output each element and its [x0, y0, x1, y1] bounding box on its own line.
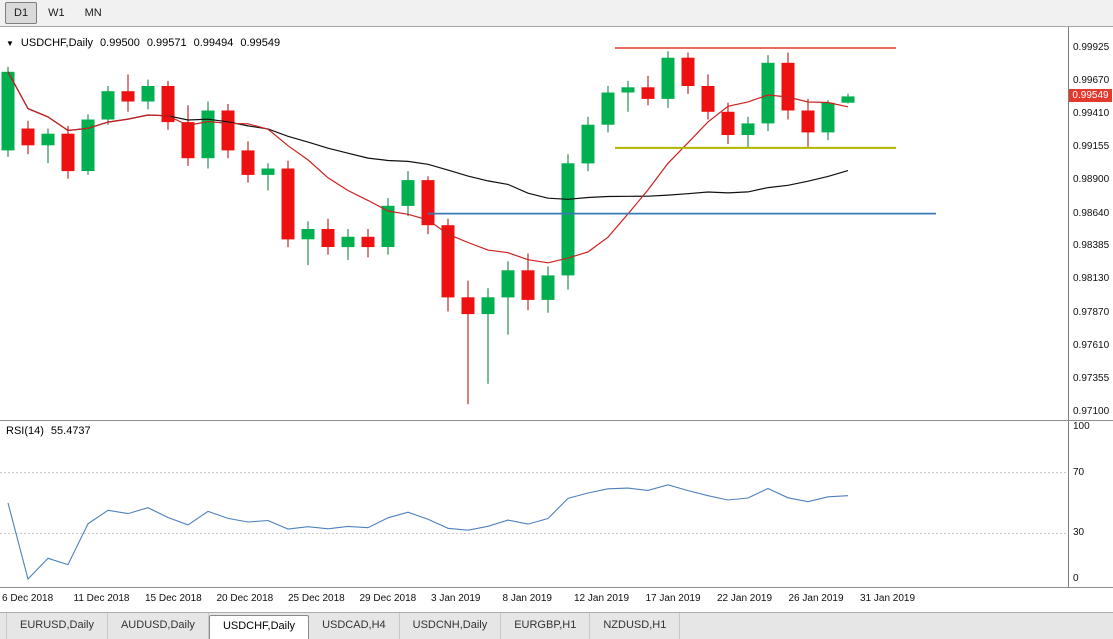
candle-body	[342, 237, 355, 247]
date-axis-label: 20 Dec 2018	[217, 593, 274, 604]
candle-body	[62, 134, 75, 171]
date-axis-label: 26 Jan 2019	[789, 593, 844, 604]
timeframe-button-d1[interactable]: D1	[5, 2, 37, 24]
date-axis-label: 22 Jan 2019	[717, 593, 772, 604]
price-axis-label: 0.97355	[1073, 373, 1109, 384]
date-axis-label: 8 Jan 2019	[503, 593, 553, 604]
rsi-axis-label: 70	[1073, 467, 1084, 478]
date-axis-label: 17 Jan 2019	[646, 593, 701, 604]
candle-body	[2, 72, 15, 151]
candle-body	[642, 87, 655, 99]
chart-symbol-label: USDCHF,Daily	[21, 37, 93, 49]
candle-body	[282, 169, 295, 240]
candle-body	[582, 125, 595, 164]
candle-body	[202, 111, 215, 159]
date-axis-label: 29 Dec 2018	[360, 593, 417, 604]
candle-body	[42, 134, 55, 146]
date-axis[interactable]: 6 Dec 2018 11 Dec 2018 15 Dec 2018 20 Dec 2…	[0, 587, 1113, 612]
chart-tab-eurgbp-h1[interactable]: EURGBP,H1	[501, 613, 590, 639]
candle-body	[682, 58, 695, 86]
candle-body	[782, 63, 795, 111]
candle-body	[822, 103, 835, 133]
rsi-axis[interactable]: 100 70 30 0	[1068, 421, 1113, 587]
rsi-indicator-label: RSI(14)	[6, 425, 44, 437]
price-axis-label: 0.99670	[1073, 75, 1109, 86]
candle-body	[362, 237, 375, 247]
candle-body	[602, 93, 615, 125]
price-axis-label: 0.99410	[1073, 108, 1109, 119]
rsi-line	[8, 485, 848, 579]
current-price-badge: 0.99549	[1069, 89, 1112, 102]
candle-body	[242, 150, 255, 175]
price-axis-label: 0.99925	[1073, 42, 1109, 53]
price-axis-label: 0.98385	[1073, 240, 1109, 251]
rsi-indicator-value: 55.4737	[51, 425, 91, 437]
candle-body	[22, 129, 35, 146]
date-axis-label: 15 Dec 2018	[145, 593, 202, 604]
chart-tab-usdcnh-daily[interactable]: USDCNH,Daily	[400, 613, 502, 639]
price-chart-canvas[interactable]	[0, 27, 1069, 420]
candle-body	[182, 122, 195, 158]
rsi-axis-label: 0	[1073, 573, 1079, 584]
price-axis-label: 0.99155	[1073, 141, 1109, 152]
ohlc-low: 0.99494	[194, 37, 234, 49]
candle-body	[702, 86, 715, 112]
ohlc-close: 0.99549	[240, 37, 280, 49]
main-chart-pane: ▼ USDCHF,Daily 0.99500 0.99571 0.99494 0…	[0, 27, 1113, 420]
date-axis-label: 6 Dec 2018	[2, 593, 53, 604]
date-axis-label: 12 Jan 2019	[574, 593, 629, 604]
rsi-axis-label: 100	[1073, 421, 1090, 432]
candle-body	[102, 91, 115, 119]
timeframe-button-mn[interactable]: MN	[76, 2, 111, 24]
symbol-marker-icon: ▼	[6, 38, 14, 49]
candle-body	[502, 270, 515, 297]
chart-tab-audusd-daily[interactable]: AUDUSD,Daily	[108, 613, 209, 639]
price-axis-label: 0.98130	[1073, 273, 1109, 284]
price-axis-label: 0.97610	[1073, 340, 1109, 351]
date-axis-label: 31 Jan 2019	[860, 593, 915, 604]
rsi-indicator-pane: RSI(14) 55.4737 100 70 30 0	[0, 420, 1113, 587]
candle-body	[542, 275, 555, 300]
chart-title: ▼ USDCHF,Daily 0.99500 0.99571 0.99494 0…	[6, 37, 280, 49]
candle-body	[622, 87, 635, 92]
price-axis-label: 0.98640	[1073, 208, 1109, 219]
price-axis[interactable]: 0.99549 0.99925 0.99670 0.99410 0.99155 0.98…	[1068, 27, 1113, 420]
price-axis-label: 0.98900	[1073, 174, 1109, 185]
rsi-axis-label: 30	[1073, 527, 1084, 538]
rsi-header: RSI(14) 55.4737	[6, 425, 91, 437]
timeframe-button-w1[interactable]: W1	[39, 2, 74, 24]
candle-body	[802, 111, 815, 133]
candle-body	[742, 123, 755, 135]
candle-body	[842, 96, 855, 102]
candle-body	[142, 86, 155, 102]
candle-body	[482, 297, 495, 314]
candle-body	[402, 180, 415, 206]
price-axis-label: 0.97870	[1073, 307, 1109, 318]
chart-tab-usdchf-daily[interactable]: USDCHF,Daily	[209, 615, 309, 639]
candle-body	[322, 229, 335, 247]
date-axis-label: 25 Dec 2018	[288, 593, 345, 604]
chart-tab-nzdusd-h1[interactable]: NZDUSD,H1	[590, 613, 680, 639]
chart-tab-eurusd-daily[interactable]: EURUSD,Daily	[6, 613, 108, 639]
date-axis-label: 3 Jan 2019	[431, 593, 481, 604]
candle-body	[302, 229, 315, 239]
candle-body	[262, 169, 275, 175]
candle-body	[762, 63, 775, 124]
candle-body	[522, 270, 535, 300]
candle-body	[122, 91, 135, 101]
price-axis-label: 0.97100	[1073, 406, 1109, 417]
timeframe-toolbar: D1W1MN	[0, 0, 1113, 27]
rsi-chart-canvas[interactable]	[0, 421, 1069, 586]
candle-body	[662, 58, 675, 99]
candle-body	[222, 111, 235, 151]
ohlc-open: 0.99500	[100, 37, 140, 49]
chart-tab-usdcad-h4[interactable]: USDCAD,H4	[309, 613, 400, 639]
ohlc-high: 0.99571	[147, 37, 187, 49]
candle-body	[462, 297, 475, 314]
date-axis-label: 11 Dec 2018	[74, 593, 130, 604]
candle-body	[722, 112, 735, 135]
